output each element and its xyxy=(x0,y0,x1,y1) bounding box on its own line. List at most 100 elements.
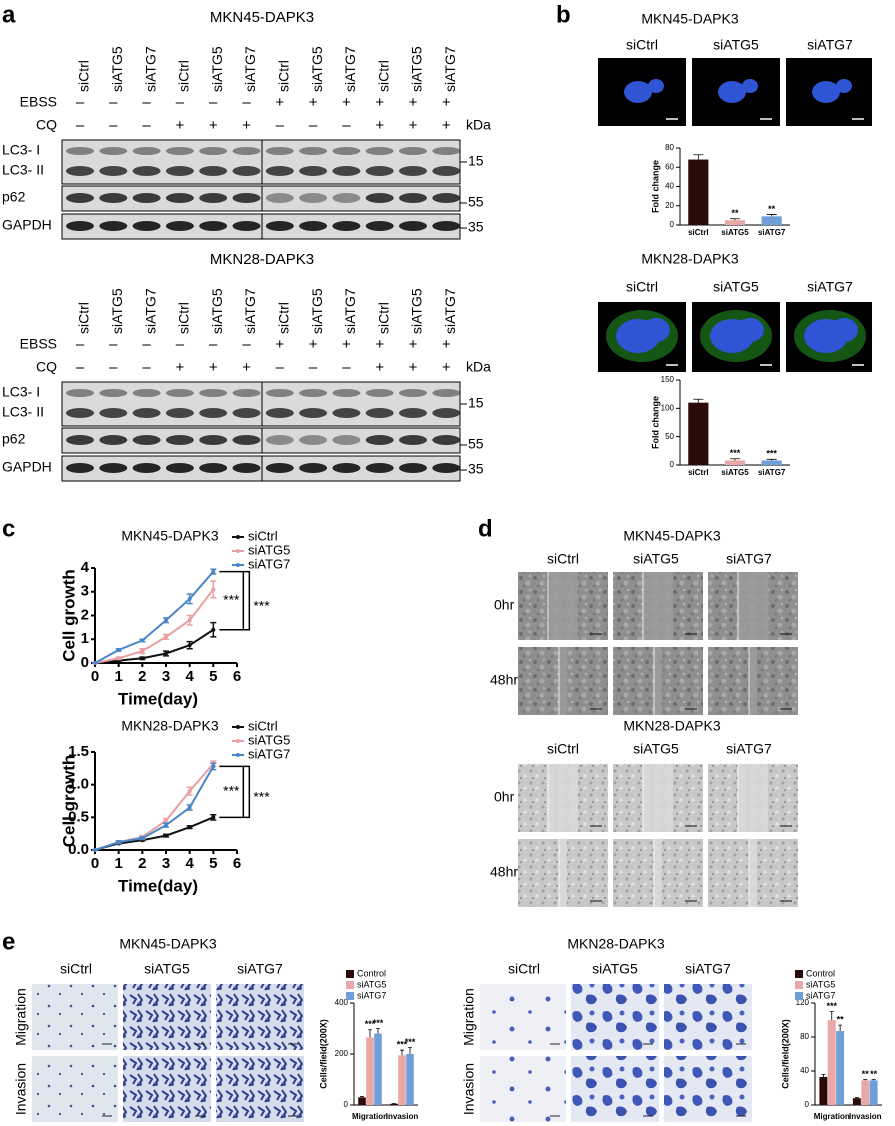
blot-strip xyxy=(61,213,461,240)
legend-swatch xyxy=(795,981,803,989)
legend-swatch xyxy=(795,992,803,1000)
blot-band xyxy=(265,389,294,397)
lane-label: siATG5 xyxy=(309,288,325,334)
treatment-sign: + xyxy=(176,117,185,134)
blot-band xyxy=(165,193,194,203)
column-label: siCtrl xyxy=(60,961,92,977)
blot-band xyxy=(199,435,228,445)
column-label: siATG5 xyxy=(592,961,638,977)
blot-band xyxy=(299,193,328,203)
blot-band xyxy=(399,463,427,473)
treatment-sign: – xyxy=(276,117,285,134)
row-label: Invasion xyxy=(461,1063,477,1115)
micrograph xyxy=(664,984,752,1050)
blot-band xyxy=(299,147,328,155)
data-point xyxy=(164,823,168,828)
blot-band xyxy=(99,389,128,397)
treatment-sign: – xyxy=(142,117,151,134)
blot-band xyxy=(66,147,94,155)
significance-label: *** xyxy=(373,1018,384,1028)
micrograph xyxy=(123,1056,211,1122)
x-tick-label: 6 xyxy=(233,668,241,685)
y-tick-label: 150 xyxy=(661,375,675,384)
lane-label: siATG7 xyxy=(242,46,258,92)
x-tick-label: 1 xyxy=(114,855,122,872)
blot-band xyxy=(132,435,161,445)
treatment-sign: – xyxy=(76,94,85,111)
nucleus xyxy=(830,318,858,342)
treatment-sign: + xyxy=(409,336,418,353)
blot-band xyxy=(99,435,128,445)
y-tick-label: 100 xyxy=(661,403,675,412)
data-point xyxy=(140,656,145,661)
blot-band xyxy=(99,147,128,155)
significance-label: *** xyxy=(766,449,777,459)
x-tick-label: siATG5 xyxy=(721,468,749,477)
treatment-sign: + xyxy=(342,94,351,111)
legend-marker xyxy=(236,563,240,567)
blot-title: MKN45-DAPK3 xyxy=(210,9,314,26)
blot-band xyxy=(332,147,361,155)
blot-band xyxy=(66,166,94,176)
blot-band xyxy=(365,463,394,473)
treatment-sign: + xyxy=(375,94,384,111)
data-point xyxy=(211,587,216,592)
bracket xyxy=(243,765,251,819)
data-point xyxy=(93,848,97,852)
blot-band xyxy=(332,463,361,473)
blot-band xyxy=(232,463,261,473)
significance-label: *** xyxy=(405,1037,416,1047)
data-point xyxy=(187,618,192,623)
treatment-sign: + xyxy=(176,359,185,376)
blot-band xyxy=(365,166,394,176)
x-tick-label: siATG7 xyxy=(758,228,786,237)
data-point xyxy=(187,825,192,830)
data-point xyxy=(116,647,121,652)
nucleus xyxy=(742,79,758,93)
treatment-sign: – xyxy=(109,336,118,353)
x-tick-label: siCtrl xyxy=(688,468,708,477)
blot-band xyxy=(199,463,228,473)
wound-gap xyxy=(559,647,567,715)
blot-band xyxy=(299,221,328,231)
y-tick-label: 80 xyxy=(665,143,674,152)
bar xyxy=(366,1037,374,1105)
series-line xyxy=(94,588,215,664)
error-bar xyxy=(693,154,704,160)
blot-band xyxy=(265,147,294,155)
legend-label: siATG7 xyxy=(357,990,386,1000)
significance-label: *** xyxy=(826,1001,837,1011)
group-title: MKN28-DAPK3 xyxy=(623,718,720,734)
treatment-sign: + xyxy=(375,336,384,353)
blot-band xyxy=(66,389,94,397)
blot-strip xyxy=(61,139,461,185)
wound-gap xyxy=(738,572,768,640)
marker-label: 15 xyxy=(468,153,484,169)
lane-label: siATG7 xyxy=(342,288,358,334)
treatment-sign: + xyxy=(275,94,284,111)
x-axis-label: Time(day) xyxy=(118,876,198,895)
blot-band xyxy=(165,435,194,445)
treatment-sign: + xyxy=(209,359,218,376)
marker-label: 15 xyxy=(468,395,484,411)
blot-band xyxy=(432,408,461,418)
legend-label: Control xyxy=(357,968,386,978)
blot-band xyxy=(232,435,261,445)
nucleus xyxy=(736,318,764,342)
annotation: *** xyxy=(253,789,270,805)
lane-label: siATG5 xyxy=(409,288,425,334)
y-tick-label: 80 xyxy=(800,1032,809,1041)
lane-label: siCtrl xyxy=(76,302,92,334)
legend-marker xyxy=(236,753,240,757)
blot-band xyxy=(332,389,361,397)
blot-band xyxy=(432,435,461,445)
unit: kDa xyxy=(466,359,491,375)
legend-label: siATG7 xyxy=(248,556,290,571)
x-tick-label: siATG5 xyxy=(721,228,749,237)
y-tick-label: 3 xyxy=(81,583,89,600)
blot-band xyxy=(132,389,161,397)
blot-band xyxy=(132,166,161,176)
data-point xyxy=(116,840,121,845)
row-label: GAPDH xyxy=(2,459,52,475)
treatment-name: CQ xyxy=(36,117,57,133)
